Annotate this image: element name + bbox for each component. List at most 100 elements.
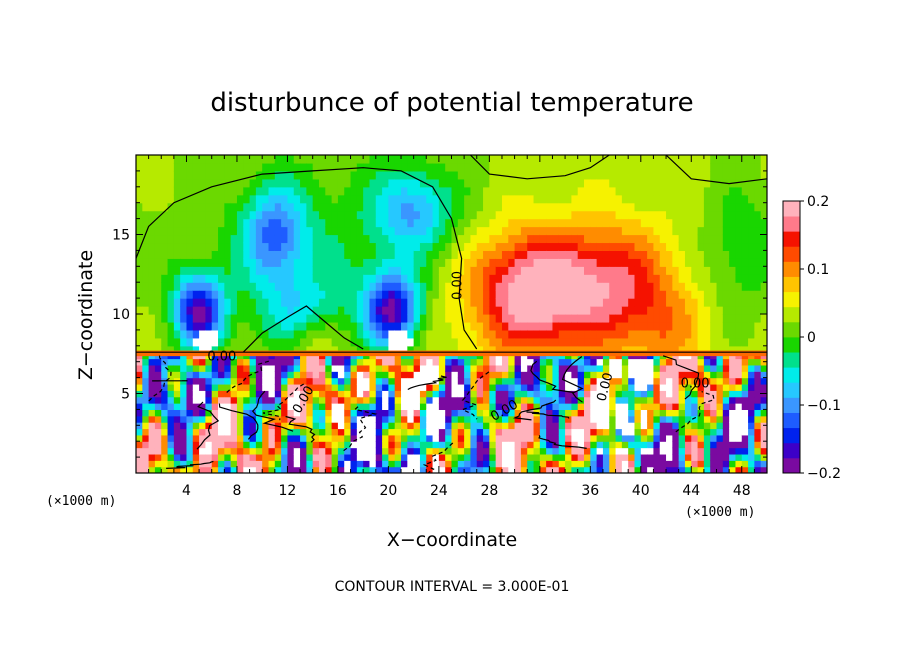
heat-cell: [186, 321, 194, 331]
heat-cell: [621, 403, 629, 410]
heat-cell: [684, 314, 692, 323]
heat-cell: [401, 298, 408, 307]
heat-cell: [363, 250, 371, 259]
heat-cell: [722, 282, 730, 291]
heat-cell: [268, 306, 276, 315]
y-tick-label: 5: [121, 387, 130, 403]
heat-cell: [539, 371, 547, 379]
heat-cell: [495, 298, 503, 307]
heat-cell: [274, 415, 282, 423]
heat-cell: [186, 202, 194, 212]
heat-cell: [451, 428, 459, 436]
heat-cell: [508, 258, 516, 267]
heat-cell: [577, 415, 585, 423]
heat-cell: [312, 186, 320, 196]
heat-cell: [224, 242, 232, 251]
heat-cell: [243, 364, 251, 372]
heat-cell: [262, 460, 270, 468]
heat-cell: [426, 234, 434, 244]
heat-cell: [672, 377, 680, 385]
heat-cell: [476, 460, 484, 468]
heat-cell: [703, 170, 711, 180]
heat-cell: [394, 345, 402, 355]
colorbar-swatches: [783, 201, 800, 474]
heat-cell: [533, 383, 541, 391]
heat-cell: [255, 226, 263, 236]
heat-cell: [748, 337, 755, 347]
heat-cell: [173, 415, 181, 423]
heat-cell: [533, 321, 541, 331]
heat-cell: [375, 321, 383, 331]
heat-cell: [438, 162, 446, 172]
heat-cell: [609, 447, 617, 455]
heat-cell: [697, 274, 705, 283]
heat-cell: [666, 337, 673, 347]
heat-cell: [293, 403, 301, 410]
heat-cell: [255, 441, 263, 449]
heat-cell: [653, 403, 661, 410]
heat-cell: [173, 453, 181, 461]
heat-cell: [716, 434, 724, 442]
heat-cell: [539, 358, 547, 366]
heat-cell: [287, 434, 295, 442]
heat-cell: [653, 345, 661, 355]
heat-cell: [659, 266, 667, 275]
heat-cell: [754, 298, 762, 307]
heat-cell: [438, 210, 446, 220]
heat-cell: [552, 298, 560, 307]
heat-cell: [539, 409, 547, 417]
heat-cell: [552, 321, 560, 331]
heat-cell: [514, 218, 522, 228]
heat-cell: [173, 460, 181, 468]
heat-cell: [672, 250, 680, 259]
heat-cell: [754, 266, 762, 275]
heat-cell: [205, 178, 213, 188]
heat-cell: [337, 250, 345, 259]
heat-cell: [136, 434, 143, 442]
heat-cell: [173, 178, 181, 188]
heat-cell: [325, 453, 333, 461]
heat-cell: [205, 290, 213, 299]
heat-cell: [520, 250, 528, 259]
heat-cell: [748, 403, 755, 410]
heat-cell: [760, 396, 767, 404]
heat-cell: [180, 210, 188, 220]
heat-cell: [647, 345, 655, 355]
heat-cell: [268, 314, 276, 323]
heat-cell: [236, 428, 244, 436]
heat-cell: [552, 422, 560, 430]
heat-cell: [287, 202, 295, 212]
heatmap-lower-field: [136, 350, 767, 473]
heat-cell: [584, 210, 591, 220]
heat-cell: [678, 186, 686, 196]
heat-cell: [331, 434, 339, 442]
heat-cell: [363, 358, 371, 366]
heat-cell: [457, 428, 465, 436]
heat-cell: [489, 298, 497, 307]
heat-cell: [634, 383, 642, 391]
heat-cell: [666, 290, 673, 299]
heat-cell: [754, 306, 762, 315]
heat-cell: [703, 234, 711, 244]
heat-cell: [205, 329, 213, 339]
heat-cell: [306, 282, 314, 291]
heat-cell: [325, 234, 333, 244]
x-tick-label: 32: [531, 483, 549, 499]
heat-cell: [268, 371, 276, 379]
heat-cell: [401, 453, 408, 461]
heat-cell: [546, 371, 554, 379]
heat-cell: [325, 441, 333, 449]
heat-cell: [697, 314, 705, 323]
heat-cell: [678, 218, 686, 228]
heat-cell: [142, 460, 150, 468]
heat-cell: [729, 306, 737, 315]
heat-cell: [539, 155, 547, 164]
heat-cell: [300, 178, 307, 188]
heat-cell: [476, 383, 484, 391]
heat-cell: [306, 218, 314, 228]
heat-cell: [325, 194, 333, 204]
heat-cell: [243, 202, 251, 212]
heat-cell: [356, 162, 364, 172]
heat-cell: [287, 218, 295, 228]
heat-cell: [350, 371, 358, 379]
